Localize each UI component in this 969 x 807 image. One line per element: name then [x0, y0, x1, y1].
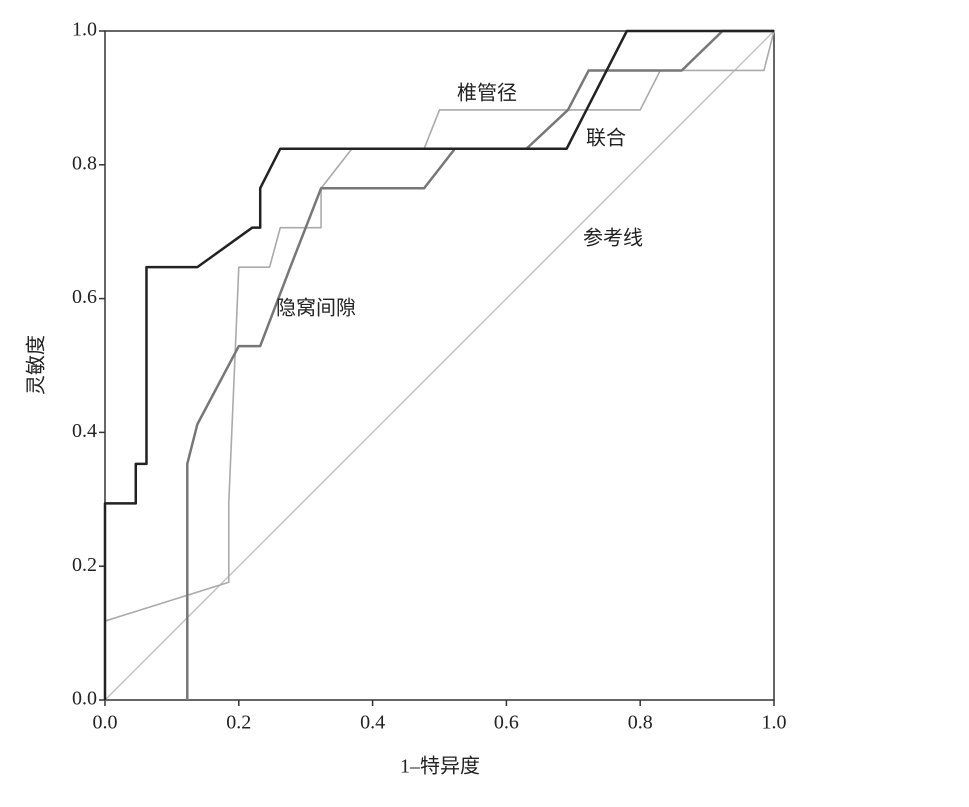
plot-frame — [104, 30, 775, 701]
x-tick-label: 1.0 — [762, 712, 787, 734]
x-tick-label: 0.6 — [494, 712, 519, 734]
series-label: 联合 — [586, 127, 626, 150]
series-label: 椎管径 — [457, 82, 517, 105]
x-tick-label: 0.8 — [628, 712, 653, 734]
y-tick-label: 0.6 — [72, 286, 97, 308]
y-tick-label: 0.8 — [72, 152, 97, 174]
roc-line — [103, 29, 774, 700]
roc-line — [104, 30, 775, 622]
series-label: 参考线 — [583, 227, 643, 250]
roc-line — [104, 30, 775, 701]
y-tick-label: 1.0 — [72, 19, 97, 41]
x-tick-label: 0.4 — [360, 712, 385, 734]
series-label: 隐窝间隙 — [276, 297, 356, 320]
y-axis-label: 灵敏度 — [25, 335, 48, 395]
y-tick-label: 0.4 — [72, 420, 97, 442]
roc-line — [186, 29, 774, 700]
x-axis-label: 1–特异度 — [400, 755, 480, 778]
y-tick-label: 0.0 — [72, 688, 97, 710]
x-tick-label: 0.0 — [93, 712, 118, 734]
y-tick-label: 0.2 — [72, 554, 97, 576]
x-tick-label: 0.2 — [226, 712, 251, 734]
